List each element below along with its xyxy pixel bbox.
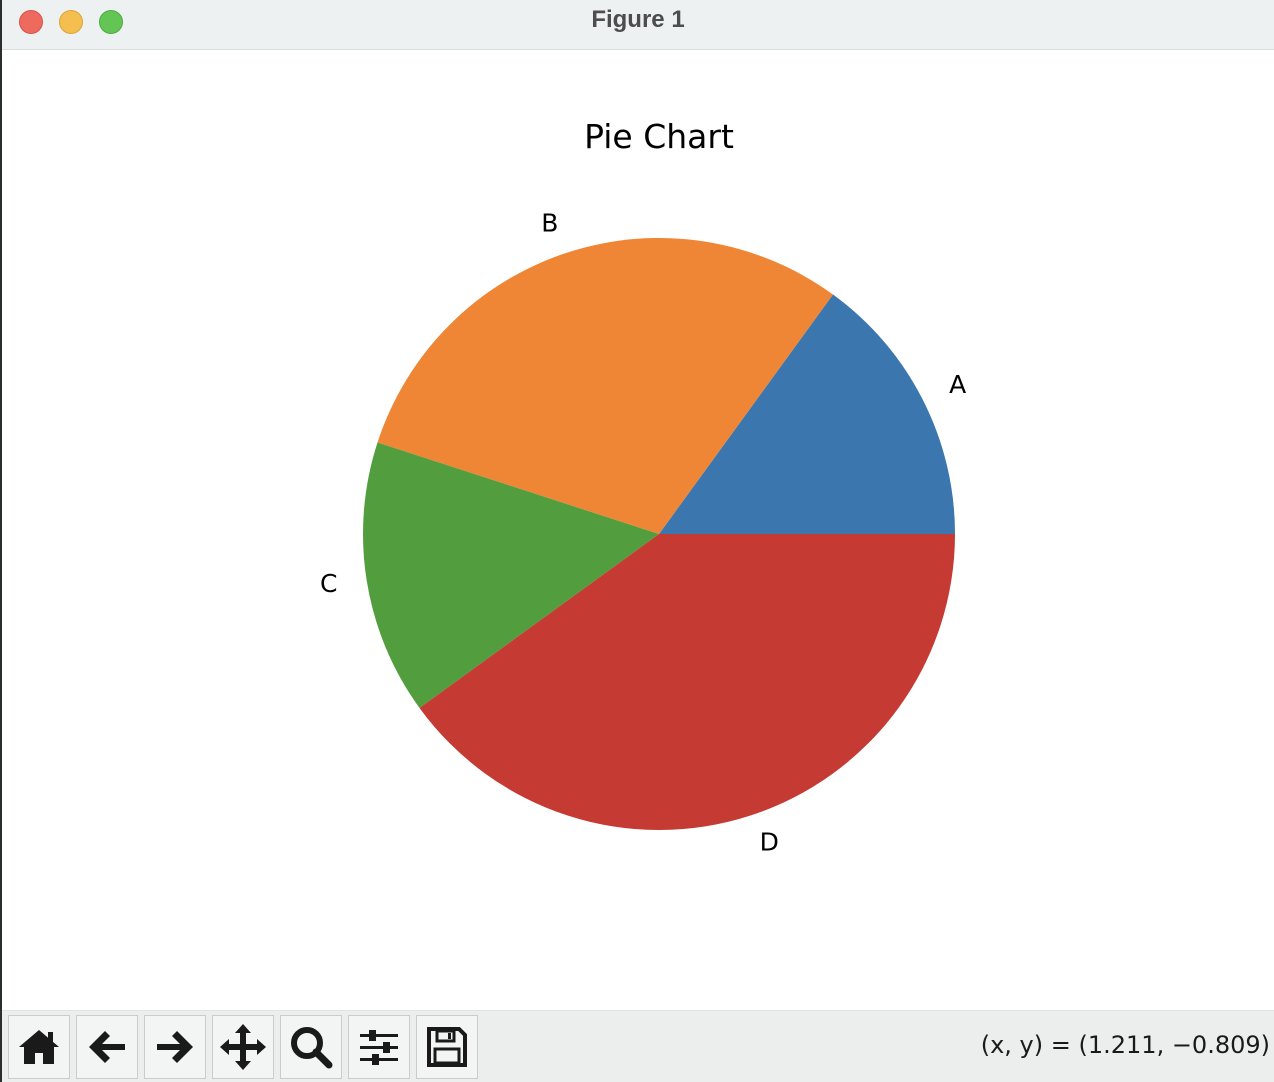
pie-slice-a (659, 294, 955, 534)
cursor-coordinates: (x, y) = (1.211, −0.809) (980, 1031, 1270, 1059)
close-window-button[interactable] (19, 10, 43, 34)
arrow-left-icon (89, 1031, 125, 1063)
title-bar[interactable]: Figure 1 (2, 0, 1274, 50)
pie-slice-d (419, 534, 955, 830)
pan-button[interactable] (212, 1015, 274, 1079)
maximize-window-button[interactable] (99, 10, 123, 34)
zoom-button[interactable] (280, 1015, 342, 1079)
save-button[interactable] (416, 1015, 478, 1079)
pie-labels: A B C D (320, 208, 966, 856)
minimize-window-button[interactable] (59, 10, 83, 34)
pie-slice-c (363, 442, 659, 708)
forward-button[interactable] (144, 1015, 206, 1079)
chart-title: Pie Chart (584, 117, 734, 156)
pie-label-c: C (320, 569, 337, 598)
arrow-right-icon (157, 1031, 193, 1063)
pie-slices (363, 238, 955, 830)
pie-label-a: A (949, 370, 966, 399)
search-icon (291, 1027, 333, 1069)
sliders-icon (360, 1030, 398, 1065)
home-icon (19, 1030, 59, 1064)
back-button[interactable] (76, 1015, 138, 1079)
pie-label-b: B (541, 208, 558, 237)
pie-label-d: D (760, 828, 779, 857)
configure-subplots-button[interactable] (348, 1015, 410, 1079)
window-title: Figure 1 (591, 6, 685, 33)
figure-canvas[interactable]: Pie Chart A B C D (2, 50, 1274, 1010)
move-icon (220, 1024, 266, 1070)
pie-chart: Pie Chart A B C D (320, 117, 966, 857)
navigation-toolbar: (x, y) = (1.211, −0.809) (2, 1010, 1274, 1082)
home-button[interactable] (8, 1015, 70, 1079)
floppy-disk-icon (427, 1027, 467, 1067)
pie-slice-b (377, 238, 833, 534)
